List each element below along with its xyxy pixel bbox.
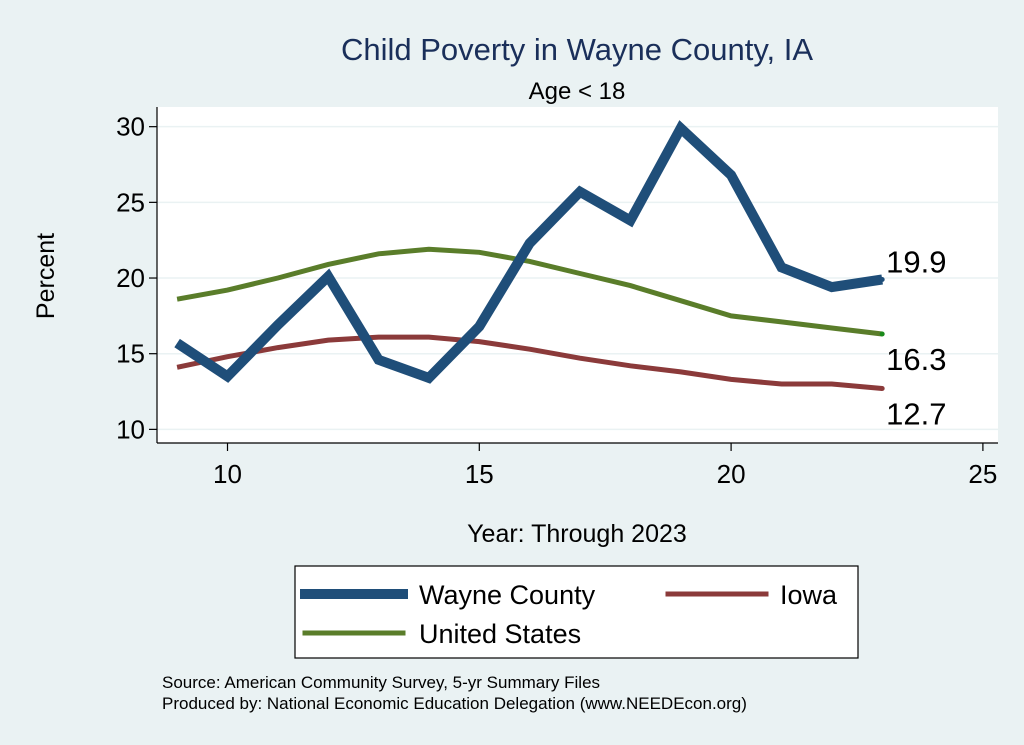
producer-note: Produced by: National Economic Education… <box>162 694 747 713</box>
series-line-united-states <box>176 246 883 337</box>
y-tick-label-10: 10 <box>116 414 145 444</box>
x-axis-ticks: 10 15 20 25 <box>213 443 997 489</box>
source-note: Source: American Community Survey, 5-yr … <box>162 673 600 692</box>
end-labels: 19.9 12.7 16.3 <box>879 245 947 432</box>
chart-title: Child Poverty in Wayne County, IA <box>341 32 813 67</box>
y-tick-label-30: 30 <box>116 112 145 142</box>
y-axis-title: Percent <box>32 233 60 319</box>
series-line-wayne-county <box>174 120 883 384</box>
y-axis-ticks: 10 15 20 25 30 <box>116 112 157 444</box>
series-line-iowa <box>176 334 883 391</box>
legend: Wayne County Iowa United States <box>294 565 859 659</box>
x-tick-label-15: 15 <box>465 459 494 489</box>
y-tick-label-20: 20 <box>116 263 145 293</box>
chart-subtitle: Age < 18 <box>529 78 626 105</box>
x-tick-label-25: 25 <box>968 459 997 489</box>
end-label-iowa: 12.7 <box>886 397 946 432</box>
end-label-wayne-county: 19.9 <box>886 245 946 280</box>
y-tick-label-25: 25 <box>116 187 145 217</box>
x-tick-label-10: 10 <box>213 459 242 489</box>
legend-box <box>294 565 859 659</box>
gridlines <box>157 125 998 431</box>
legend-label-iowa: Iowa <box>780 580 838 610</box>
end-label-united-states: 16.3 <box>886 342 946 377</box>
legend-label-wayne-county: Wayne County <box>419 580 596 610</box>
x-tick-label-20: 20 <box>717 459 746 489</box>
y-tick-label-15: 15 <box>116 339 145 369</box>
end-point-united-states <box>879 331 885 337</box>
end-point-iowa <box>879 386 885 392</box>
series-lines <box>174 120 883 391</box>
x-axis-title: Year: Through 2023 <box>467 520 687 548</box>
end-point-wayne-county <box>879 277 885 283</box>
legend-label-united-states: United States <box>419 619 581 649</box>
